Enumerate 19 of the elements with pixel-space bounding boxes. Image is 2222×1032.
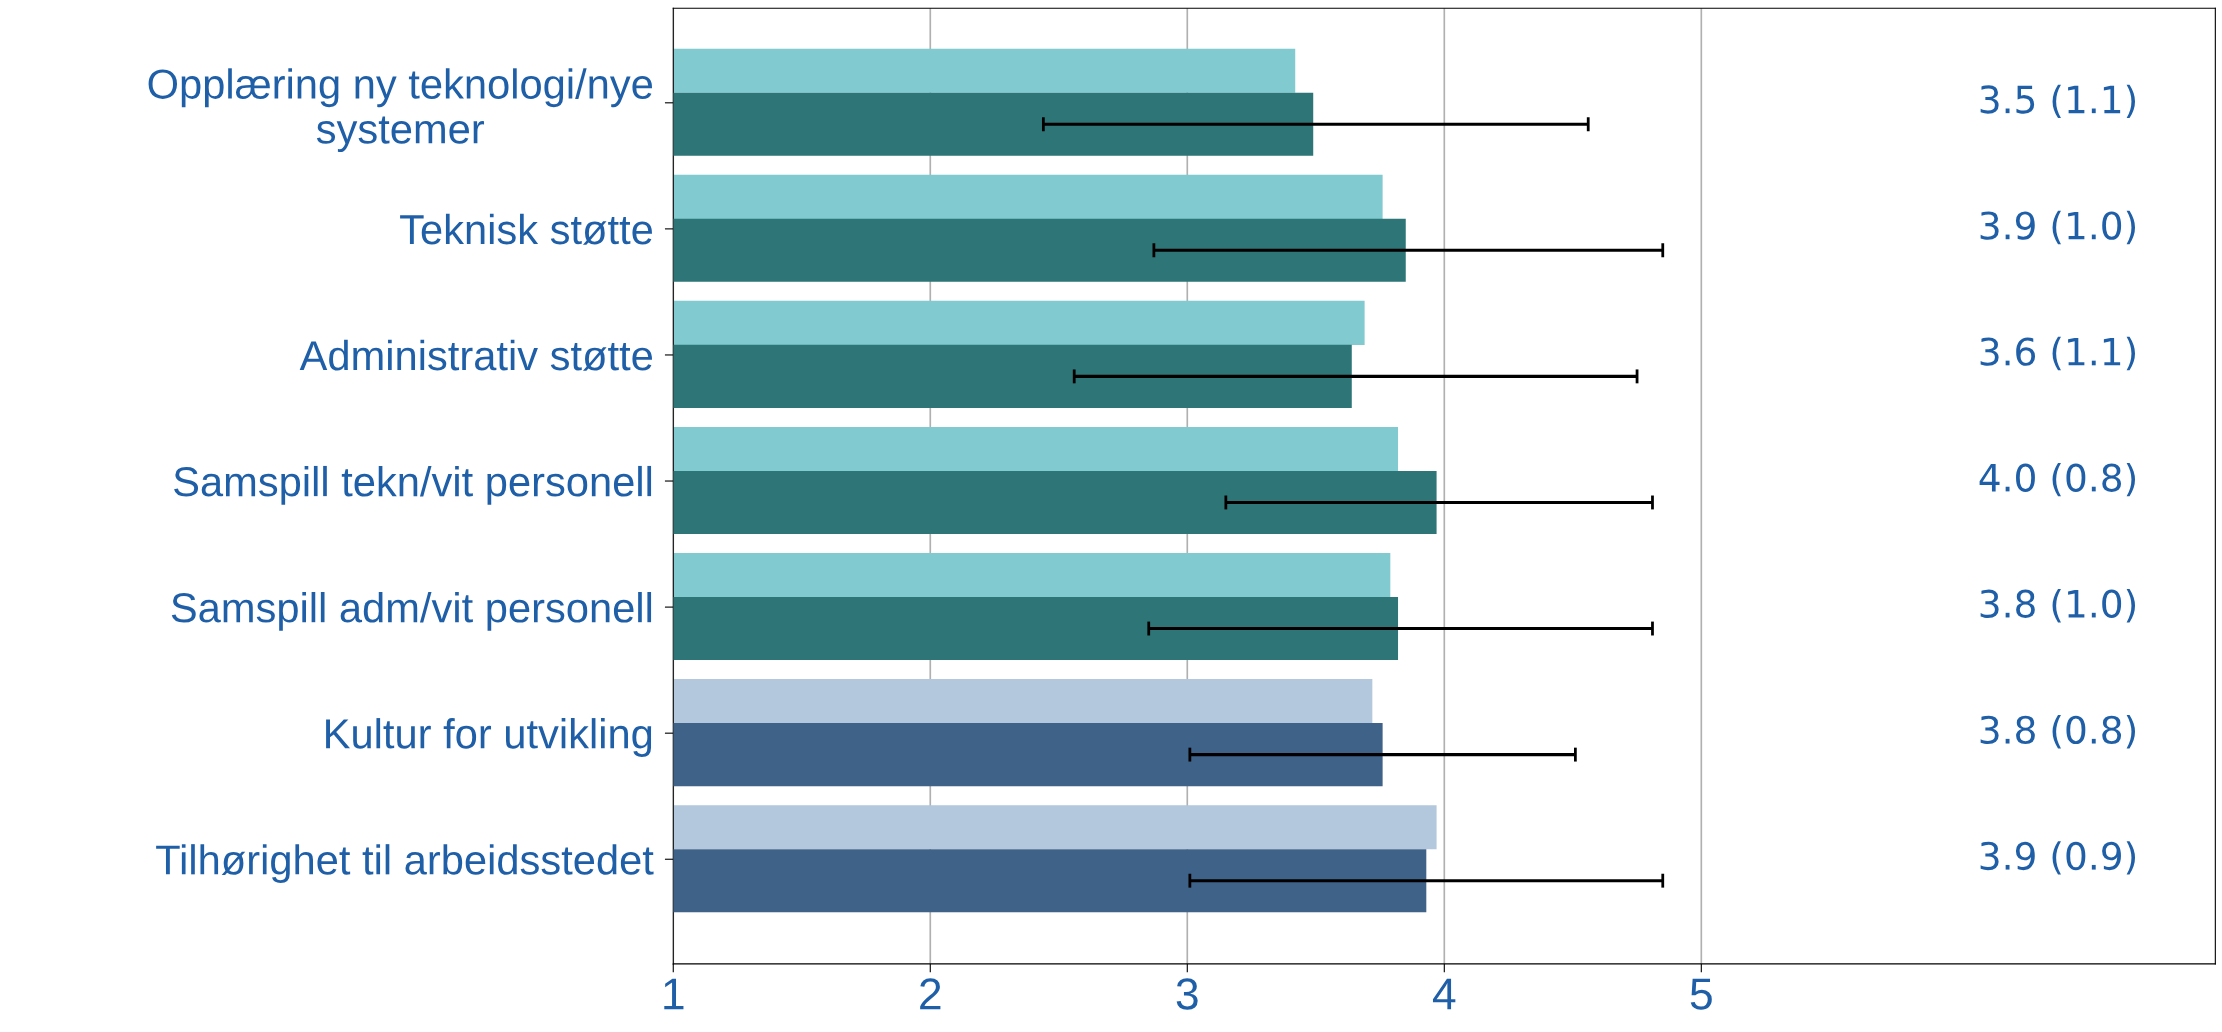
data-label: 4.0 (0.8) <box>1979 462 2136 497</box>
x-tick-label: 3 <box>1176 978 1198 1010</box>
data-label: 3.8 (1.0) <box>1980 589 2136 623</box>
x-tick-label: 1 <box>664 978 684 1010</box>
y-tick-label: Administrativ støtte <box>299 339 652 371</box>
y-tick-label: Samspill tekn/vit personell <box>174 465 652 505</box>
y-tick-label: Kultur for utvikling <box>326 718 652 757</box>
y-tick-label: Samspill adm/vit personell <box>171 592 652 631</box>
data-label: 3.6 (1.1) <box>1980 336 2136 371</box>
data-label: 3.5 (1.1) <box>1980 84 2136 119</box>
data-label: 3.8 (0.8) <box>1980 715 2136 749</box>
data-label: 3.9 (1.0) <box>1980 210 2136 245</box>
y-tick-label: Teknisk støtte <box>400 213 652 245</box>
x-tick-label: 5 <box>1690 978 1712 1010</box>
y-tick-label: Tilhørighet til arbeidsstedet <box>156 844 654 883</box>
y-tick-label: Opplæring ny teknologi/nye systemer <box>148 68 652 153</box>
x-tick-label: 2 <box>920 978 941 1010</box>
data-label: 3.9 (0.9) <box>1980 841 2136 875</box>
x-tick-label: 4 <box>1432 978 1456 1010</box>
